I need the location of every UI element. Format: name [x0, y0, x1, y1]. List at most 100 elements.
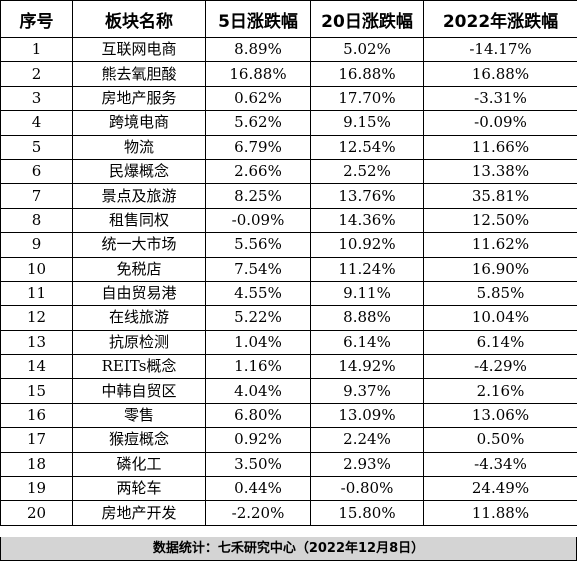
cell-index: 9 [0, 232, 73, 258]
cell-sector-name: 零售 [72, 402, 206, 429]
cell-20day-change: 13.09% [310, 402, 424, 429]
cell-sector-name: 在线旅游 [72, 305, 206, 331]
cell-sector-name: 两轮车 [72, 476, 206, 502]
cell-2022-change: 24.49% [423, 476, 577, 502]
cell-index: 16 [0, 402, 73, 429]
table-row: 17 猴痘概念 0.92% 2.24% 0.50% [0, 427, 577, 453]
cell-20day-change: 9.11% [310, 280, 424, 307]
cell-20day-change: 14.36% [310, 207, 424, 234]
table-row: 1 互联网电商 8.89% 5.02% -14.17% [0, 36, 577, 63]
cell-sector-name: 统一大市场 [72, 232, 206, 258]
cell-5day-change: 16.88% [205, 61, 311, 87]
table-body: 1 互联网电商 8.89% 5.02% -14.17% 2 熊去氧胆酸 16.88% 16.88… [0, 36, 577, 526]
cell-2022-change: 11.66% [423, 134, 577, 160]
cell-2022-change: 6.14% [423, 329, 577, 356]
cell-20day-change: 9.15% [310, 110, 424, 136]
table-row: 10 免税店 7.54% 11.24% 16.90% [0, 256, 577, 282]
cell-5day-change: 4.04% [205, 378, 311, 404]
header-2022-change: 2022年涨跌幅 [423, 0, 577, 38]
cell-5day-change: 1.16% [205, 354, 311, 380]
cell-index: 7 [0, 183, 73, 209]
cell-index: 1 [0, 36, 73, 63]
cell-index: 11 [0, 280, 73, 307]
table-row: 13 抗原检测 1.04% 6.14% 6.14% [0, 329, 577, 356]
cell-sector-name: 中韩自贸区 [72, 378, 206, 404]
cell-sector-name: 抗原检测 [72, 329, 206, 356]
table-row: 5 物流 6.79% 12.54% 11.66% [0, 134, 577, 160]
cell-20day-change: 6.14% [310, 329, 424, 356]
cell-2022-change: 12.50% [423, 207, 577, 234]
cell-index: 19 [0, 476, 73, 502]
cell-index: 8 [0, 207, 73, 234]
table-row: 3 房地产服务 0.62% 17.70% -3.31% [0, 85, 577, 112]
data-source-footer: 数据统计：七禾研究中心（2022年12月8日） [0, 537, 577, 561]
header-row: 序号 板块名称 5日涨跌幅 20日涨跌幅 2022年涨跌幅 [0, 0, 577, 38]
cell-5day-change: 5.62% [205, 110, 311, 136]
cell-5day-change: 6.79% [205, 134, 311, 160]
cell-2022-change: 13.38% [423, 158, 577, 185]
table-row: 7 景点及旅游 8.25% 13.76% 35.81% [0, 183, 577, 209]
cell-2022-change: 11.88% [423, 500, 577, 526]
cell-5day-change: 3.50% [205, 451, 311, 478]
cell-20day-change: 9.37% [310, 378, 424, 404]
cell-sector-name: 互联网电商 [72, 36, 206, 63]
cell-5day-change: 0.44% [205, 476, 311, 502]
cell-2022-change: -3.31% [423, 85, 577, 112]
cell-sector-name: 磷化工 [72, 451, 206, 478]
cell-2022-change: 13.06% [423, 402, 577, 429]
cell-20day-change: 16.88% [310, 61, 424, 87]
cell-sector-name: 熊去氧胆酸 [72, 61, 206, 87]
cell-index: 13 [0, 329, 73, 356]
cell-2022-change: 16.90% [423, 256, 577, 282]
cell-index: 20 [0, 500, 73, 526]
table-row: 6 民爆概念 2.66% 2.52% 13.38% [0, 158, 577, 185]
cell-20day-change: 13.76% [310, 183, 424, 209]
cell-2022-change: -14.17% [423, 36, 577, 63]
cell-sector-name: 景点及旅游 [72, 183, 206, 209]
header-sector-name: 板块名称 [72, 0, 206, 38]
table-row: 18 磷化工 3.50% 2.93% -4.34% [0, 451, 577, 478]
sector-performance-table: 序号 板块名称 5日涨跌幅 20日涨跌幅 2022年涨跌幅 1 互联网电商 8.89… [0, 0, 577, 526]
cell-index: 3 [0, 85, 73, 112]
cell-2022-change: 35.81% [423, 183, 577, 209]
table-row: 19 两轮车 0.44% -0.80% 24.49% [0, 476, 577, 502]
cell-5day-change: 8.89% [205, 36, 311, 63]
cell-20day-change: 12.54% [310, 134, 424, 160]
cell-2022-change: 2.16% [423, 378, 577, 404]
cell-20day-change: 10.92% [310, 232, 424, 258]
cell-sector-name: 猴痘概念 [72, 427, 206, 453]
cell-5day-change: 0.62% [205, 85, 311, 112]
table-row: 11 自由贸易港 4.55% 9.11% 5.85% [0, 280, 577, 307]
cell-2022-change: -4.34% [423, 451, 577, 478]
cell-index: 17 [0, 427, 73, 453]
cell-2022-change: 0.50% [423, 427, 577, 453]
cell-index: 15 [0, 378, 73, 404]
table-row: 4 跨境电商 5.62% 9.15% -0.09% [0, 110, 577, 136]
cell-20day-change: -0.80% [310, 476, 424, 502]
cell-sector-name: REITs概念 [72, 354, 206, 380]
cell-5day-change: 0.92% [205, 427, 311, 453]
cell-2022-change: 11.62% [423, 232, 577, 258]
cell-2022-change: 5.85% [423, 280, 577, 307]
header-20day-change: 20日涨跌幅 [310, 0, 424, 38]
cell-2022-change: 16.88% [423, 61, 577, 87]
table-row: 16 零售 6.80% 13.09% 13.06% [0, 402, 577, 429]
cell-20day-change: 2.93% [310, 451, 424, 478]
cell-5day-change: -2.20% [205, 500, 311, 526]
table-row: 2 熊去氧胆酸 16.88% 16.88% 16.88% [0, 61, 577, 87]
cell-20day-change: 5.02% [310, 36, 424, 63]
cell-20day-change: 11.24% [310, 256, 424, 282]
header-5day-change: 5日涨跌幅 [205, 0, 311, 38]
cell-index: 12 [0, 305, 73, 331]
cell-5day-change: 2.66% [205, 158, 311, 185]
cell-sector-name: 房地产服务 [72, 85, 206, 112]
cell-2022-change: 10.04% [423, 305, 577, 331]
cell-20day-change: 8.88% [310, 305, 424, 331]
cell-sector-name: 自由贸易港 [72, 280, 206, 307]
cell-sector-name: 免税店 [72, 256, 206, 282]
table-row: 14 REITs概念 1.16% 14.92% -4.29% [0, 354, 577, 380]
header-index: 序号 [0, 0, 73, 38]
cell-2022-change: -0.09% [423, 110, 577, 136]
table-row: 9 统一大市场 5.56% 10.92% 11.62% [0, 232, 577, 258]
